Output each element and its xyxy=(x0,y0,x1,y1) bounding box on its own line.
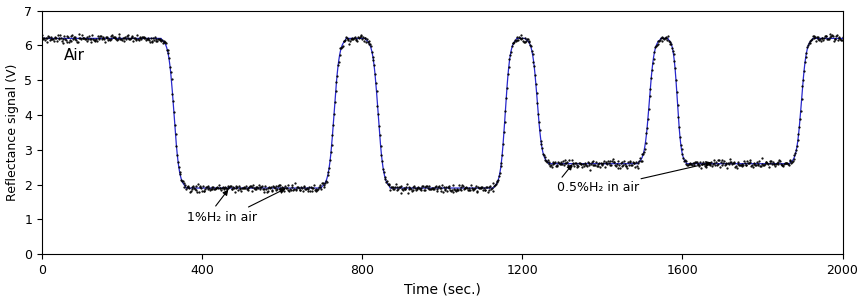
X-axis label: Time (sec.): Time (sec.) xyxy=(403,282,480,297)
Text: 0.5%H₂ in air: 0.5%H₂ in air xyxy=(557,181,639,194)
Y-axis label: Reflectance signal (V): Reflectance signal (V) xyxy=(5,64,18,201)
Text: Air: Air xyxy=(64,48,85,63)
Text: 1%H₂ in air: 1%H₂ in air xyxy=(187,211,257,224)
